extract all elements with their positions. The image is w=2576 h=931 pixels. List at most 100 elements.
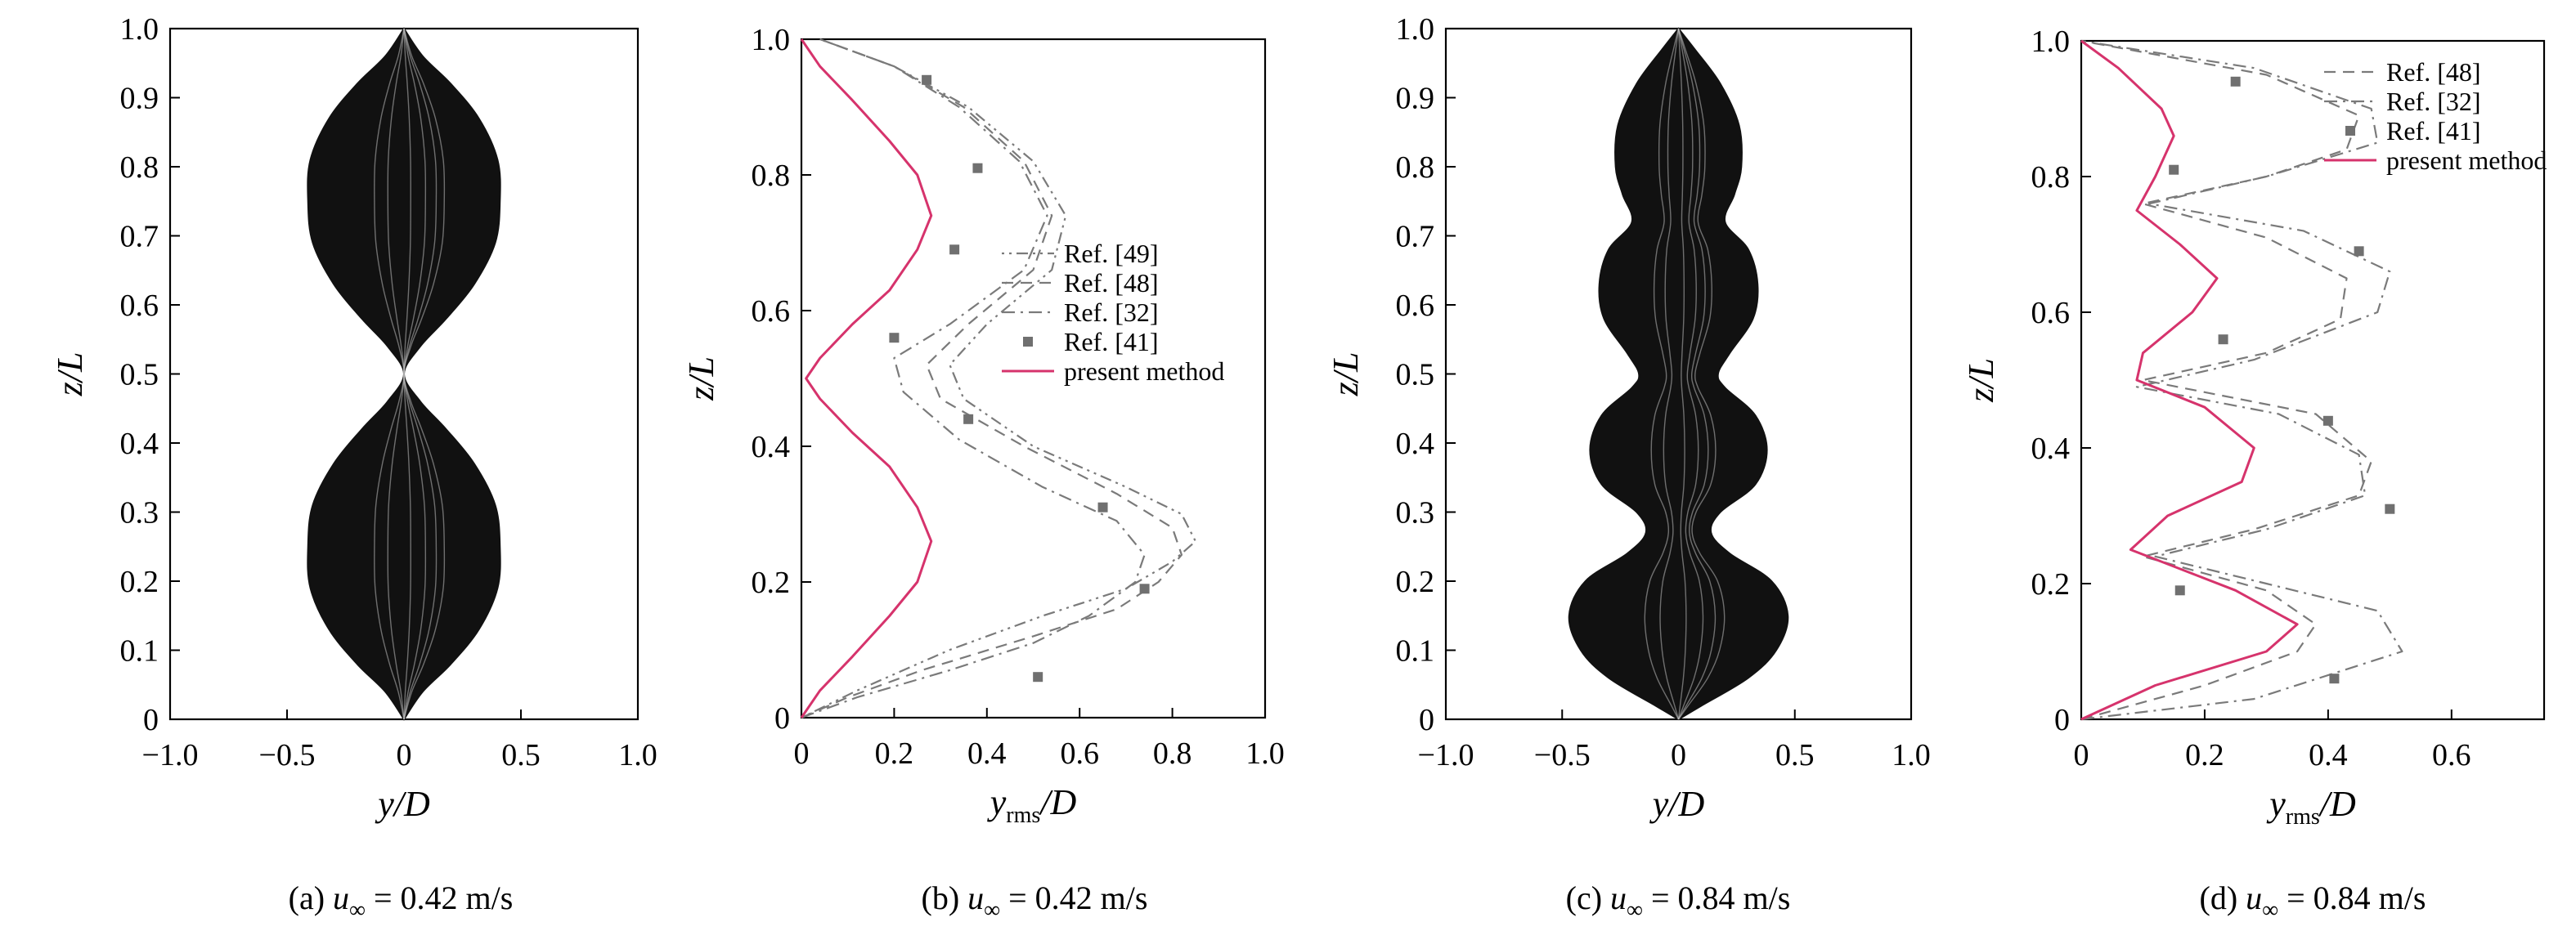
x-axis-label-var: y	[375, 784, 394, 824]
legend-entry: Ref. [48]	[2386, 57, 2481, 87]
series-line	[2080, 39, 2372, 721]
data-point	[2322, 415, 2333, 426]
y-axis-label: z/L	[1961, 358, 2001, 403]
panel-c: −1.0 −0.5 0 0.5 1.0 0 0.1 0.2 0.3 0.4 0.5 0.6 0.7 0.8…	[1326, 12, 1931, 923]
y-axis-label: z/L	[50, 352, 90, 397]
caption-label: (a)	[289, 880, 333, 916]
x-axis-label-sub: rms	[1006, 803, 1040, 828]
y-tick-label: 0	[774, 701, 790, 736]
data-point	[2385, 504, 2395, 514]
y-tick-label: 0.3	[120, 496, 159, 530]
caption-rest: = 0.84 m/s	[1643, 880, 1790, 916]
legend-entry: present method	[2386, 145, 2547, 175]
y-tick-label: 0.1	[120, 634, 159, 669]
y-tick-label: 1.0	[2031, 25, 2071, 59]
x-axis-label: y/D	[375, 784, 430, 824]
caption-label: (d)	[2200, 880, 2246, 916]
y-tick-label: 0.1	[1396, 634, 1435, 669]
data-point	[2218, 334, 2228, 345]
data-point	[949, 244, 960, 255]
x-axis-label-rest: /D	[1666, 784, 1704, 824]
y-tick-label: 0.8	[752, 159, 791, 193]
y-tick-label: 0.9	[1396, 82, 1435, 116]
x-tick-label: 0.5	[501, 738, 541, 772]
caption-rest: = 0.84 m/s	[2278, 880, 2426, 916]
legend-marker	[1023, 337, 1033, 347]
x-axis-label: yrms/D	[987, 782, 1077, 828]
x-tick-label: 0.6	[2432, 738, 2471, 772]
y-tick-label: 0.3	[1396, 496, 1435, 530]
panel-caption: (d) u∞ = 0.84 m/s	[2200, 880, 2426, 923]
caption-label: (c)	[1566, 880, 1610, 916]
x-tick-label: 0	[1671, 738, 1686, 772]
caption-sub: ∞	[2262, 897, 2278, 923]
y-tick-label: 0.6	[120, 289, 159, 323]
x-tick-label: −0.5	[259, 738, 316, 772]
y-tick-label: 0.9	[120, 82, 159, 116]
y-tick-label: 0.5	[120, 358, 159, 392]
x-tick-label: 0.6	[1060, 736, 1099, 771]
y-tick-label: 0.7	[1396, 220, 1435, 254]
y-tick-label: 1.0	[752, 23, 791, 57]
caption-var: u	[333, 880, 349, 916]
trajectory-streak	[403, 28, 446, 720]
x-tick-label: 0.8	[1153, 736, 1192, 771]
data-point	[2174, 585, 2185, 596]
data-point	[2169, 164, 2179, 175]
y-tick-label: 0.2	[2031, 567, 2071, 602]
legend-entry: Ref. [41]	[2386, 116, 2481, 145]
panel-a: −1.0 −0.5 0 0.5 1.0 0 0.1 0.2 0.3 0.4 0.5 0.6 0.7 0.8…	[50, 12, 657, 923]
data-point	[1033, 672, 1043, 683]
trajectory-streak	[1677, 28, 1687, 720]
legend-entry: Ref. [32]	[1064, 298, 1159, 327]
x-axis-label: yrms/D	[2266, 784, 2356, 830]
x-axis-label-var: y	[2266, 784, 2286, 824]
y-tick-label: 0	[143, 703, 159, 737]
x-tick-label: 0.4	[967, 736, 1007, 771]
series-line	[2080, 39, 2299, 721]
data-point	[1139, 584, 1150, 594]
data-point	[972, 163, 983, 173]
x-axis-label-rest: /D	[1038, 782, 1076, 822]
x-axis-label: y/D	[1649, 784, 1705, 824]
data-point	[2329, 674, 2340, 684]
legend-entry: Ref. [32]	[2386, 87, 2481, 116]
caption-sub: ∞	[349, 897, 366, 923]
x-tick-label: −0.5	[1534, 738, 1591, 772]
caption-var: u	[967, 880, 984, 916]
trajectory-streak	[1659, 28, 1680, 720]
x-axis-label-var: y	[1649, 784, 1669, 824]
y-tick-label: 0	[1419, 703, 1434, 737]
x-tick-label: −1.0	[142, 738, 199, 772]
y-tick-label: 0.2	[1396, 565, 1435, 599]
y-tick-label: 0	[2054, 703, 2070, 737]
x-tick-label: 0	[397, 738, 412, 772]
x-tick-label: 1.0	[618, 738, 657, 772]
trajectory-streak	[1677, 28, 1704, 720]
y-tick-label: 0.2	[752, 566, 791, 600]
legend-entry: present method	[1064, 356, 1224, 386]
caption-sub: ∞	[1627, 897, 1643, 923]
trajectory-streak	[1677, 28, 1717, 720]
data-point	[922, 74, 932, 85]
legend-entry: Ref. [41]	[1064, 327, 1159, 356]
y-tick-label: 0.8	[1396, 150, 1435, 185]
y-axis-label: z/L	[1326, 352, 1366, 397]
envelope-shape	[1568, 27, 1789, 721]
caption-rest: = 0.42 m/s	[366, 880, 513, 916]
data-point	[963, 414, 974, 424]
data-point	[889, 333, 900, 343]
panel-caption: (a) u∞ = 0.42 m/s	[289, 880, 514, 923]
x-tick-label: 0.4	[2309, 738, 2348, 772]
trajectory-streak	[1677, 28, 1726, 720]
series-line	[2080, 39, 2403, 721]
plot-frame	[800, 38, 1267, 719]
data-point	[2354, 246, 2364, 257]
x-tick-label: 0.5	[1775, 738, 1815, 772]
y-tick-label: 0.7	[120, 220, 159, 254]
series-line	[801, 38, 1146, 719]
panel-d: 0 0.2 0.4 0.6 0 0.2 0.4 0.6 0.8 1.0 z/L yrms/D (d) u…	[1961, 25, 2547, 923]
legend-entry: Ref. [49]	[1064, 239, 1159, 268]
x-tick-label: 1.0	[1892, 738, 1931, 772]
data-point	[1097, 502, 1108, 512]
